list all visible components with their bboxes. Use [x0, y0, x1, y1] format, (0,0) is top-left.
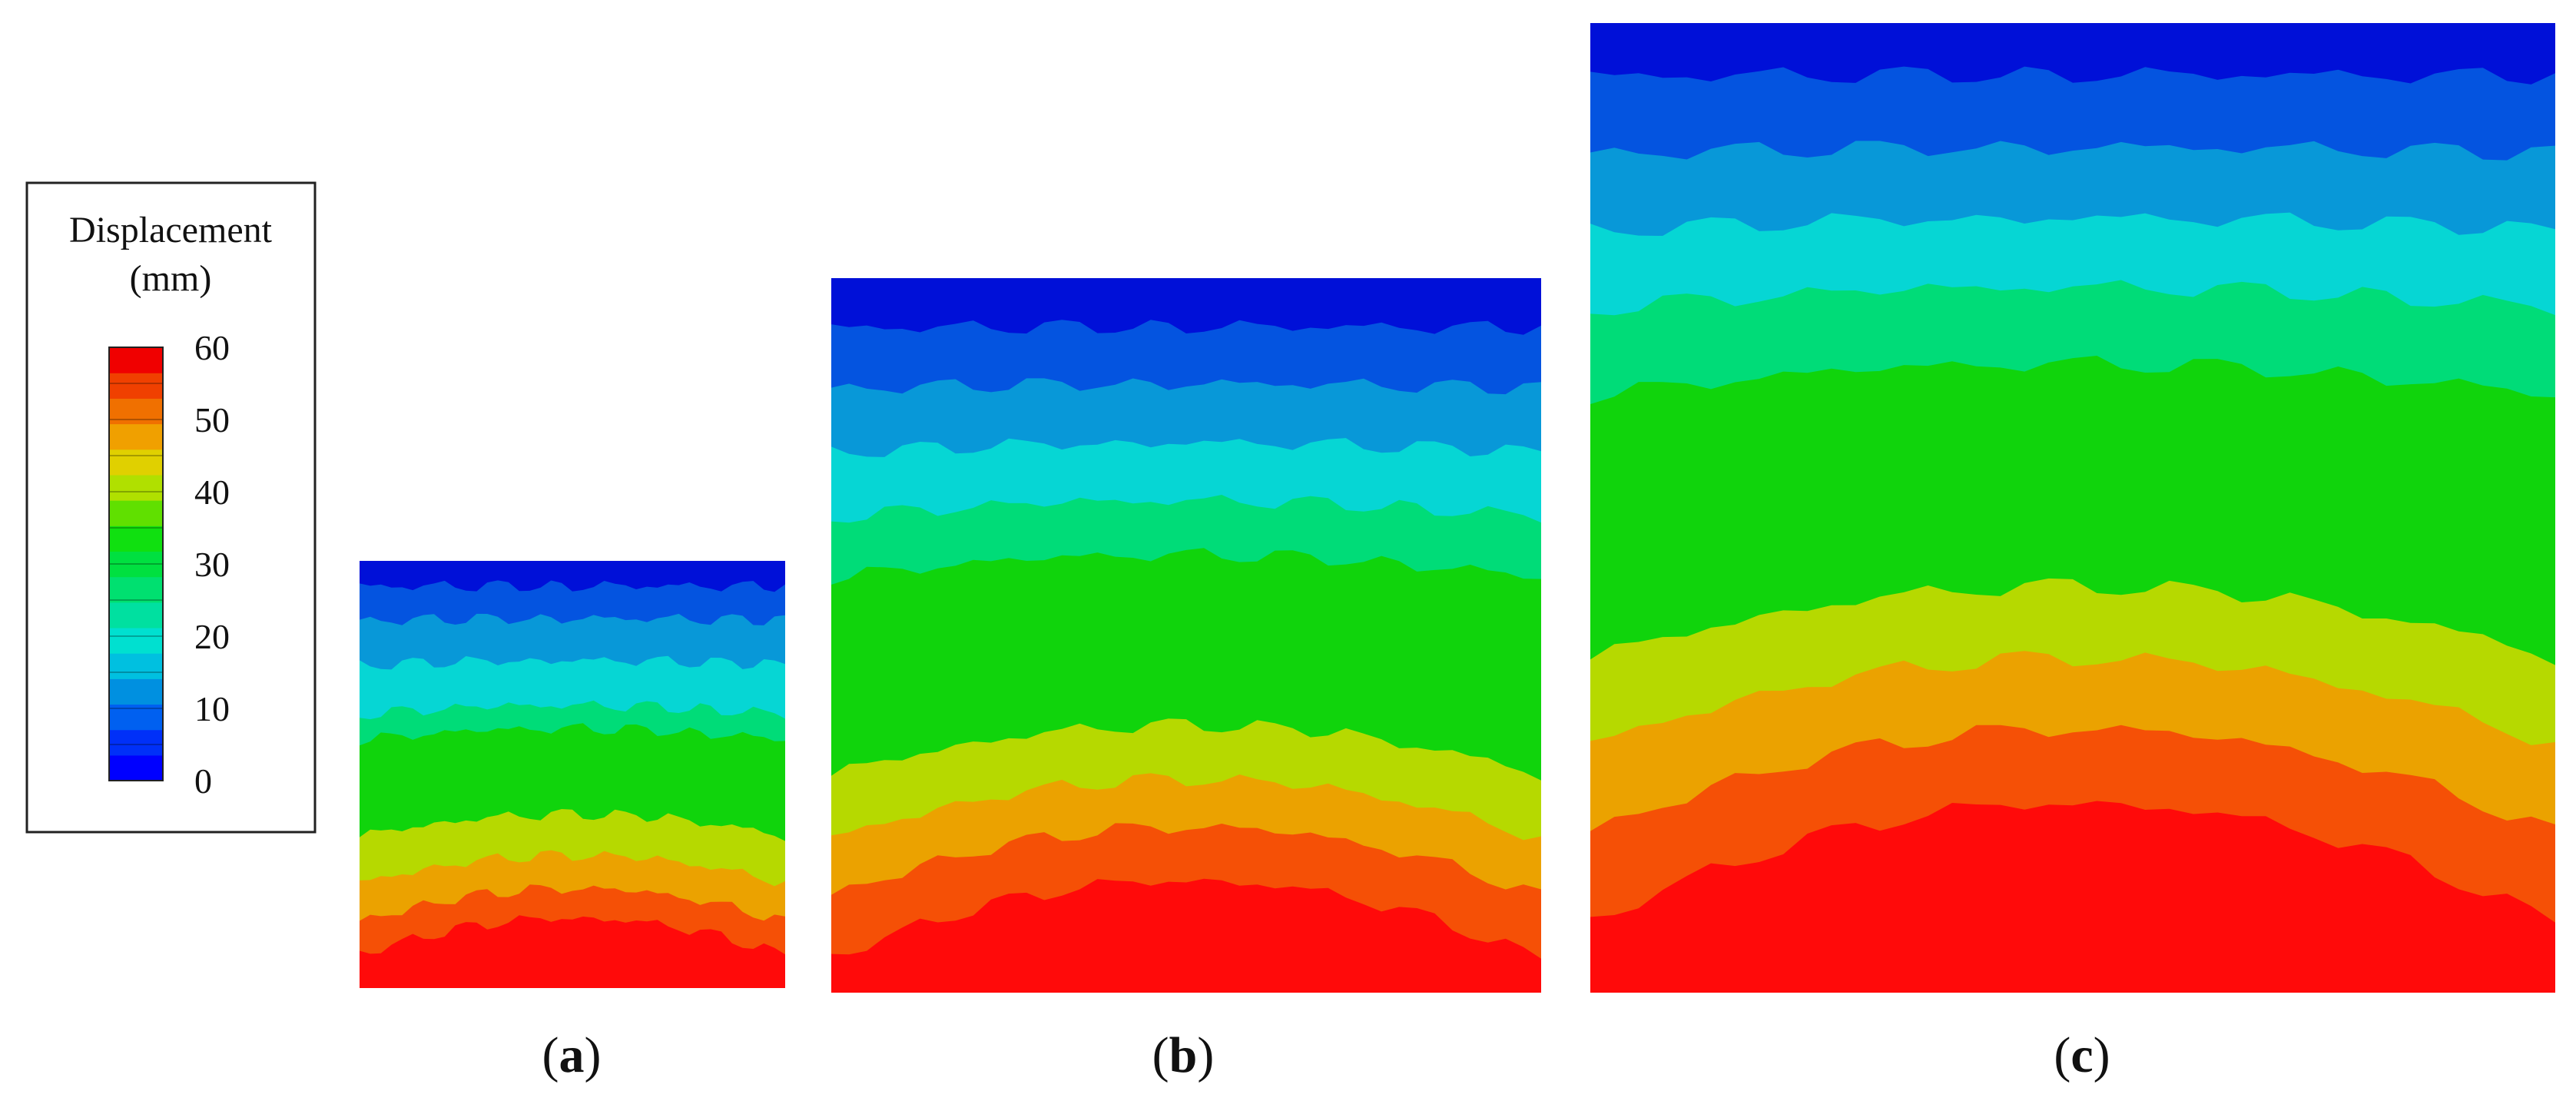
colorbar-segment [109, 576, 163, 603]
colorbar-segment [109, 347, 163, 373]
colorbar-segment [109, 729, 163, 756]
colorbar-segment [109, 602, 163, 628]
colorbar-segment [109, 398, 163, 425]
legend-unit: (mm) [130, 258, 212, 299]
colorbar-segment [109, 653, 163, 679]
colorbar-tick-label: 20 [194, 617, 230, 656]
colorbar-tick-label: 30 [194, 545, 230, 584]
contour-panel-a [360, 561, 785, 988]
contour-panel-c [1590, 23, 2555, 993]
contour-band [831, 278, 1541, 335]
contour-band [360, 561, 785, 592]
colorbar-tick-label: 50 [194, 400, 230, 439]
contour-panel-b [831, 278, 1541, 993]
colorbar-segment [109, 678, 163, 705]
colorbar-segment [109, 423, 163, 450]
colorbar-ticks: 60 50 40 30 20 10 0 [194, 328, 230, 801]
contour-band [1590, 23, 2555, 85]
colorbar-segment [109, 474, 163, 501]
colorbar [108, 347, 164, 781]
colorbar-segment [109, 627, 163, 654]
colorbar-outline [108, 347, 164, 781]
colorbar-segment [109, 551, 163, 578]
legend: Displacement (mm) 60 50 40 30 20 10 0 [25, 181, 317, 834]
colorbar-segment [109, 754, 163, 781]
colorbar-tick-label: 60 [194, 328, 230, 367]
colorbar-segment [109, 704, 163, 731]
caption-a: (a) [542, 1027, 602, 1083]
caption-c: (c) [2054, 1027, 2110, 1083]
colorbar-segment [109, 500, 163, 526]
colorbar-tick-label: 0 [194, 761, 212, 801]
legend-title: Displacement [69, 210, 273, 250]
colorbar-tick-label: 40 [194, 473, 230, 512]
colorbar-segment [109, 526, 163, 552]
caption-b: (b) [1152, 1027, 1215, 1083]
colorbar-segment [109, 373, 163, 399]
colorbar-segment [109, 449, 163, 476]
colorbar-tick-label: 10 [194, 689, 230, 728]
legend-frame [25, 181, 317, 834]
